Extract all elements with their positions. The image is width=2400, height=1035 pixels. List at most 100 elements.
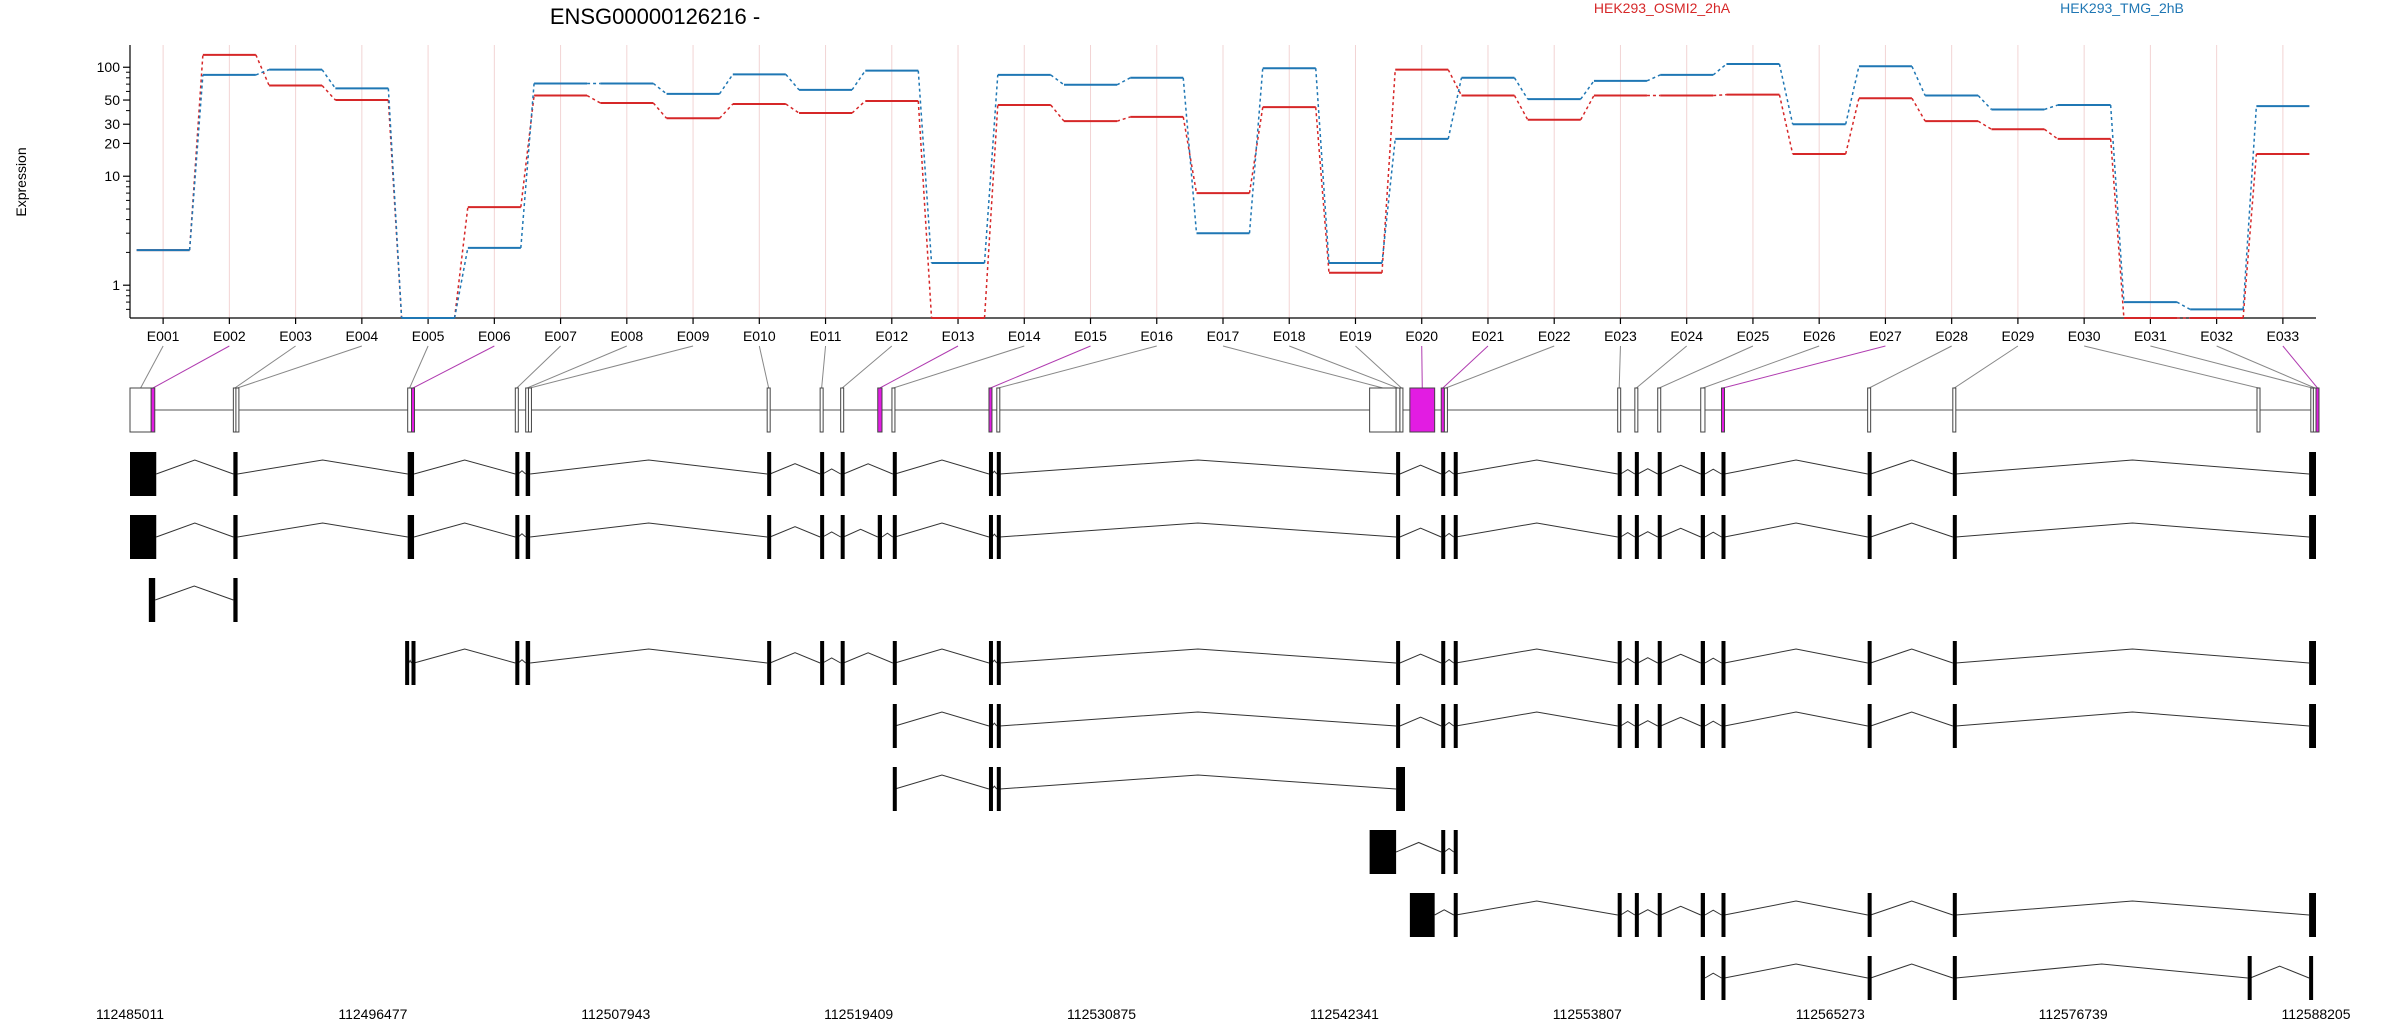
intron-line bbox=[1637, 909, 1658, 916]
series-connector bbox=[586, 94, 601, 104]
exon-block bbox=[407, 387, 413, 433]
x-tick-label: E027 bbox=[1869, 328, 1902, 344]
exon-block bbox=[1657, 387, 1662, 433]
intron-line bbox=[1637, 657, 1658, 664]
intron-line bbox=[1399, 527, 1442, 538]
exon-block bbox=[129, 387, 152, 433]
intron-line bbox=[1704, 972, 1722, 979]
transcript-exon bbox=[233, 578, 238, 622]
exon-connector bbox=[1289, 345, 1399, 389]
x-tick-label: E011 bbox=[810, 328, 842, 344]
transcript-exon bbox=[1441, 830, 1446, 874]
x-tick-label: E031 bbox=[2134, 328, 2167, 344]
transcript-exon bbox=[1721, 956, 1726, 1000]
transcript-exon bbox=[1952, 452, 1957, 496]
x-tick-label: E021 bbox=[1472, 328, 1505, 344]
series-connector bbox=[321, 69, 336, 89]
transcript-row bbox=[130, 452, 2316, 496]
y-tick-label: 1 bbox=[112, 277, 120, 293]
transcript-exon bbox=[2309, 641, 2316, 685]
transcript-exon bbox=[996, 641, 1001, 685]
series-connector bbox=[1713, 93, 1727, 97]
transcript-exon bbox=[407, 452, 415, 496]
x-tick-label: E002 bbox=[213, 328, 246, 344]
transcript-exon bbox=[1657, 452, 1662, 496]
transcript-exon bbox=[767, 452, 772, 496]
exon-block bbox=[235, 387, 240, 433]
series-connector bbox=[1778, 63, 1794, 125]
intron-line bbox=[1955, 711, 2310, 727]
exon-block bbox=[891, 387, 896, 433]
x-tick-label: E010 bbox=[743, 328, 776, 344]
transcript-exon bbox=[1453, 641, 1458, 685]
intron-line bbox=[822, 531, 841, 538]
intron-line bbox=[237, 459, 408, 475]
y-tick-label: 30 bbox=[104, 116, 120, 132]
series-connector bbox=[1977, 95, 1992, 110]
transcript-exon bbox=[1396, 515, 1401, 559]
intron-line bbox=[530, 459, 768, 475]
intron-line bbox=[1637, 468, 1658, 475]
transcript-exon bbox=[1453, 893, 1458, 937]
exon-connector bbox=[237, 345, 363, 389]
intron-line bbox=[1434, 909, 1454, 916]
series-connector bbox=[1182, 116, 1198, 194]
exon-connector bbox=[1618, 345, 1621, 389]
grid-layer bbox=[162, 45, 2284, 318]
transcript-row bbox=[1409, 893, 2316, 937]
exon-connector bbox=[998, 345, 1157, 389]
intron-line bbox=[999, 459, 1397, 475]
exon-block bbox=[996, 387, 1001, 433]
transcript-exon bbox=[1453, 704, 1458, 748]
intron-line bbox=[769, 652, 821, 664]
transcript-exon bbox=[1952, 893, 1957, 937]
x-tick-label: E032 bbox=[2200, 328, 2233, 344]
intron-line bbox=[1660, 527, 1701, 538]
intron-line bbox=[530, 648, 768, 664]
transcript-exon bbox=[1409, 893, 1435, 937]
intron-line bbox=[408, 659, 412, 664]
transcript-exon bbox=[996, 704, 1001, 748]
exon-block bbox=[766, 387, 771, 433]
transcript-exon bbox=[1657, 515, 1662, 559]
transcript-exon bbox=[996, 452, 1001, 496]
series-connector bbox=[1844, 66, 1860, 125]
intron-line bbox=[1399, 653, 1442, 664]
exon-block bbox=[527, 387, 532, 433]
genomic-tick-label: 112507943 bbox=[581, 1006, 650, 1022]
genomic-tick-label: 112576739 bbox=[2039, 1006, 2108, 1022]
intron-line bbox=[1455, 459, 1618, 475]
series-connector bbox=[321, 84, 336, 101]
transcript-exon bbox=[515, 515, 520, 559]
transcript-exon bbox=[515, 452, 520, 496]
intron-line bbox=[530, 522, 768, 538]
transcript-exon bbox=[233, 452, 238, 496]
intron-line bbox=[843, 652, 893, 664]
transcript-row bbox=[892, 767, 1406, 811]
series-connector bbox=[1977, 120, 1992, 130]
series-connector bbox=[1513, 95, 1529, 121]
intron-line bbox=[1724, 900, 1868, 916]
intron-line bbox=[1704, 531, 1722, 538]
intron-line bbox=[1399, 464, 1442, 475]
x-tick-label: E007 bbox=[544, 328, 577, 344]
intron-line bbox=[1704, 720, 1722, 727]
transcript-exon bbox=[988, 452, 993, 496]
transcript-exon bbox=[1867, 956, 1872, 1000]
series-connector bbox=[2109, 138, 2125, 319]
x-tick-label: E005 bbox=[412, 328, 445, 344]
y-tick-label: 100 bbox=[97, 59, 121, 75]
intron-line bbox=[999, 711, 1397, 727]
intron-line bbox=[1724, 459, 1868, 475]
series-connector bbox=[1778, 94, 1794, 155]
transcript-exon bbox=[130, 515, 157, 559]
exon-connector bbox=[152, 345, 230, 389]
intron-line bbox=[1704, 657, 1722, 664]
series-connector bbox=[1911, 65, 1926, 96]
exon-block bbox=[1395, 387, 1401, 433]
series-connector bbox=[1712, 63, 1727, 76]
series-connector bbox=[785, 73, 800, 91]
transcript-row bbox=[148, 578, 238, 622]
transcript-exon bbox=[1721, 893, 1726, 937]
